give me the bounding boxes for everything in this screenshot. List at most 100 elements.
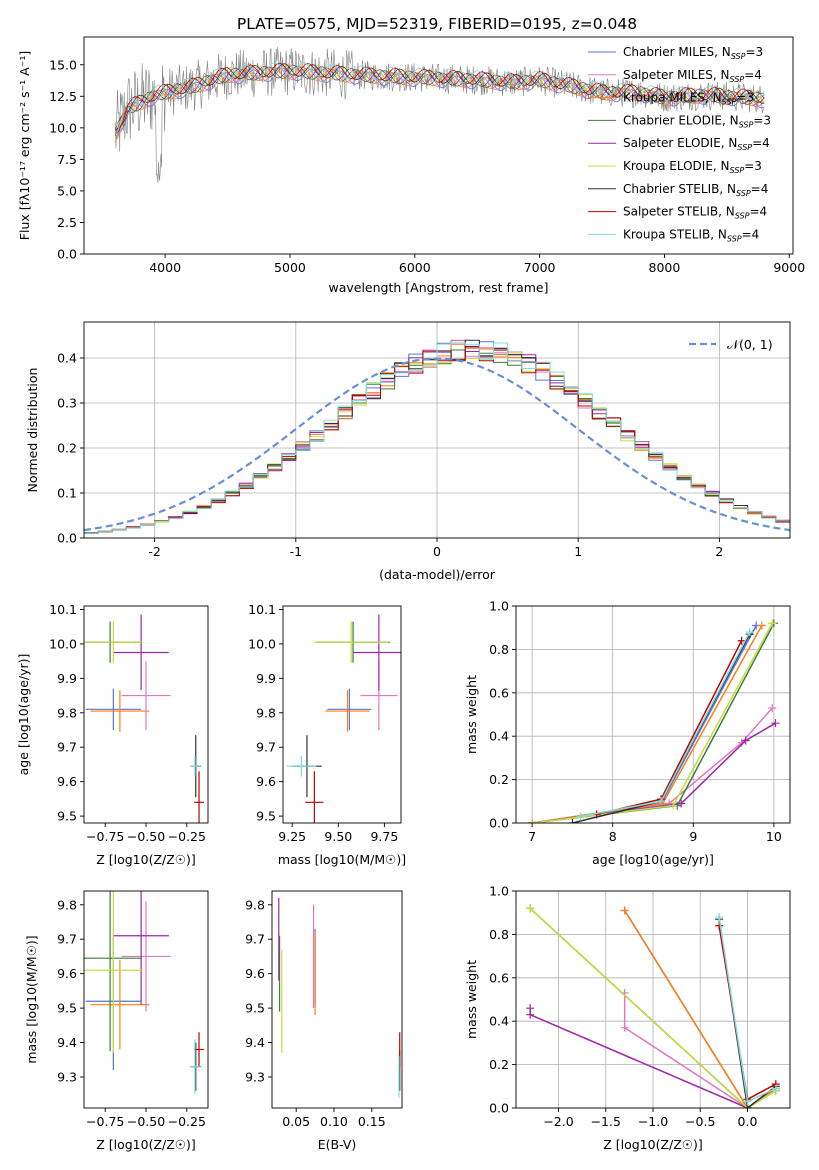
y-tick-label: 0.2	[57, 441, 77, 456]
y-axis-label: mass weight	[464, 675, 479, 754]
y-axis-label: mass [log10(M/M☉)]	[24, 935, 39, 1063]
y-tick-label: 9.3	[57, 1070, 77, 1085]
model-spectrum	[114, 64, 765, 130]
x-tick-label: 7	[528, 829, 536, 844]
y-tick-label: 9.5	[57, 1001, 77, 1016]
y-tick-label: 9.9	[57, 671, 77, 686]
legend-entry: Kroupa STELIB, NSSP=4	[623, 227, 759, 243]
y-tick-label: 1.0	[489, 884, 509, 899]
y-tick-label: 9.6	[57, 966, 77, 981]
y-tick-label: 0.0	[57, 531, 77, 546]
x-tick-label: −0.50	[127, 829, 165, 844]
y-tick-label: 15.0	[49, 57, 77, 72]
legend-entry: Chabrier STELIB, NSSP=4	[623, 182, 768, 198]
plot-area	[278, 897, 401, 1098]
y-axis-label: Flux [fλ10⁻¹⁷ erg cm⁻² s⁻¹ A⁻¹]	[17, 51, 32, 240]
x-tick-label: 7000	[524, 260, 556, 275]
x-tick-label: 9	[689, 829, 697, 844]
axes-frame	[271, 890, 403, 1109]
weight-marker	[743, 1097, 752, 1106]
y-tick-label: 0.4	[57, 351, 77, 366]
plot-area	[84, 614, 204, 823]
y-tick-label: 10.0	[49, 120, 77, 135]
y-tick-label: 0.2	[489, 1057, 509, 1072]
y-tick-label: 9.8	[57, 897, 77, 912]
figure-title: PLATE=0575, MJD=52319, FIBERID=0195, z=0…	[237, 15, 637, 33]
x-axis-label: E(B-V)	[318, 1137, 357, 1152]
legend-entry: Salpeter STELIB, NSSP=4	[623, 205, 767, 221]
axes-frame	[83, 890, 209, 1109]
y-tick-label: 9.9	[256, 671, 276, 686]
x-tick-label: 0	[433, 544, 441, 559]
weight-marker	[568, 819, 577, 823]
x-tick-label: 1	[574, 544, 582, 559]
y-tick-label: 12.5	[49, 89, 77, 104]
x-tick-label: 4000	[149, 260, 181, 275]
y-axis-label: age [log10(age/yr)]	[16, 654, 31, 776]
x-tick-label: −0.50	[127, 1114, 165, 1129]
x-axis-label: age [log10(age/yr)]	[592, 852, 714, 867]
y-tick-label: 9.8	[256, 705, 276, 720]
weight-marker	[526, 904, 535, 913]
y-tick-label: 9.6	[256, 774, 276, 789]
x-tick-label: −2.0	[543, 1114, 573, 1129]
plot-area	[528, 619, 780, 823]
x-tick-label: 9.25	[278, 829, 306, 844]
x-axis-label: (data-model)/error	[379, 567, 496, 582]
x-axis-label: Z [log10(Z/Z☉)]	[96, 852, 196, 867]
model-spectrum	[114, 62, 765, 136]
weight-marker	[771, 719, 780, 728]
x-tick-label: −1.0	[638, 1114, 668, 1129]
y-tick-label: 5.0	[57, 183, 77, 198]
x-tick-label: -1	[290, 544, 302, 559]
y-tick-label: 0.8	[489, 642, 509, 657]
y-tick-label: 10.0	[248, 636, 276, 651]
plot-area	[84, 891, 204, 1095]
weight-marker	[768, 703, 777, 712]
axes-frame	[282, 605, 402, 824]
axes-frame	[83, 36, 794, 255]
x-axis-label: Z [log10(Z/Z☉)]	[96, 1137, 196, 1152]
plot-area	[526, 904, 780, 1108]
plot-area	[84, 339, 790, 534]
y-tick-label: 2.5	[57, 215, 77, 230]
weight-marker	[657, 797, 666, 806]
x-axis-label: Z [log10(Z/Z☉)]	[603, 1137, 703, 1152]
y-axis-label: mass weight	[464, 960, 479, 1039]
weight-marker	[669, 801, 678, 810]
y-tick-label: 1.0	[489, 599, 509, 614]
weight-marker	[528, 819, 537, 823]
weight-marker	[771, 1084, 780, 1093]
panel-age-vs-Z: −0.75 −0.50 −0.25 9.5 9.6 9.7 9.8 9.9 10.0 10.1 Z …	[16, 602, 209, 867]
x-tick-label: 9000	[773, 260, 805, 275]
x-tick-label: 8000	[649, 260, 681, 275]
x-tick-label: −0.5	[685, 1114, 715, 1129]
x-tick-label: 0.05	[282, 1114, 310, 1129]
legend-entry: Chabrier MILES, NSSP=3	[623, 45, 763, 61]
y-tick-label: 0.3	[57, 396, 77, 411]
y-tick-label: 10.1	[248, 602, 276, 617]
weight-marker	[620, 1023, 629, 1032]
weight-marker	[741, 736, 750, 745]
panel-spectrum: 4000 5000 6000 7000 8000 9000 0.0 2.5 5.0 7.5 10.0…	[17, 36, 805, 295]
y-axis-label: Normed distribution	[25, 368, 40, 493]
x-tick-label: 9.50	[324, 829, 352, 844]
x-axis-label: mass [log10(M/M☉)]	[278, 852, 406, 867]
axes-frame	[83, 321, 791, 539]
y-tick-label: 9.7	[245, 932, 265, 947]
y-tick-label: 9.4	[245, 1035, 265, 1050]
axes-frame	[515, 890, 791, 1109]
panel-weight-vs-age: 7 8 9 10 0.0 0.2 0.4 0.6 0.8 1.0 age [log10(age/yr…	[464, 599, 791, 867]
x-tick-label: −0.75	[86, 1114, 124, 1129]
y-tick-label: 0.2	[489, 772, 509, 787]
weight-marker	[715, 913, 724, 922]
x-tick-label: −0.25	[168, 1114, 206, 1129]
x-tick-label: 2	[715, 544, 723, 559]
y-tick-label: 9.5	[256, 809, 276, 824]
x-tick-label: −0.25	[168, 829, 206, 844]
x-tick-label: 0.15	[358, 1114, 386, 1129]
panel-mass-vs-ebv: 0.05 0.10 0.15 9.3 9.4 9.5 9.6 9.7 9.8 E(B-V)	[245, 890, 403, 1152]
model-spectrum	[114, 63, 765, 128]
y-tick-label: 0.0	[57, 247, 77, 262]
